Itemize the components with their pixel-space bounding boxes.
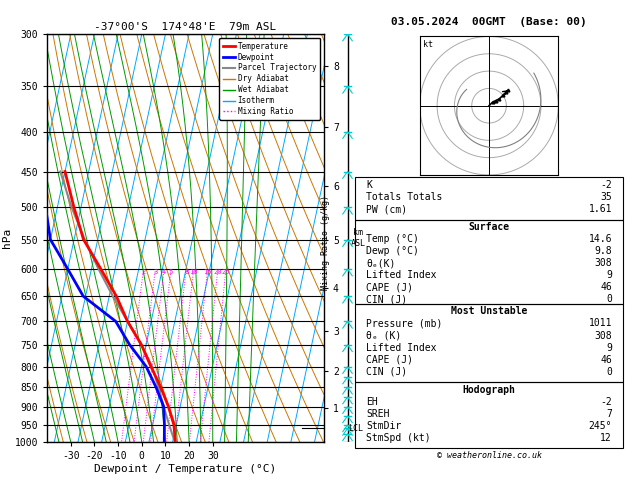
Text: CIN (J): CIN (J): [366, 295, 407, 304]
Text: 8: 8: [184, 269, 188, 275]
Text: EH: EH: [366, 397, 378, 407]
Text: Mixing Ratio (g/kg): Mixing Ratio (g/kg): [321, 195, 330, 291]
Text: 0: 0: [606, 366, 612, 377]
Text: 308: 308: [594, 330, 612, 341]
Text: 3: 3: [153, 269, 157, 275]
Text: SREH: SREH: [366, 409, 389, 419]
Bar: [355, 220, 623, 304]
Text: Most Unstable: Most Unstable: [451, 307, 527, 316]
Text: 7: 7: [606, 409, 612, 419]
Text: Lifted Index: Lifted Index: [366, 270, 437, 280]
X-axis label: Dewpoint / Temperature (°C): Dewpoint / Temperature (°C): [94, 464, 277, 474]
Y-axis label: km
ASL: km ASL: [351, 228, 366, 248]
Text: 20: 20: [214, 269, 222, 275]
Text: 12: 12: [600, 433, 612, 443]
Text: StmSpd (kt): StmSpd (kt): [366, 433, 431, 443]
Text: 245°: 245°: [589, 421, 612, 431]
Text: CAPE (J): CAPE (J): [366, 355, 413, 364]
Text: θₑ (K): θₑ (K): [366, 330, 401, 341]
Text: 14.6: 14.6: [589, 234, 612, 244]
Text: K: K: [366, 180, 372, 190]
Text: 1.61: 1.61: [589, 204, 612, 214]
Text: 2: 2: [142, 269, 146, 275]
Text: StmDir: StmDir: [366, 421, 401, 431]
Text: Hodograph: Hodograph: [462, 385, 516, 395]
Text: 03.05.2024  00GMT  (Base: 00): 03.05.2024 00GMT (Base: 00): [391, 17, 587, 27]
Text: Dewp (°C): Dewp (°C): [366, 246, 419, 256]
Text: © weatheronline.co.uk: © weatheronline.co.uk: [437, 451, 542, 460]
Text: 9: 9: [606, 270, 612, 280]
Text: Totals Totals: Totals Totals: [366, 192, 442, 202]
Text: Surface: Surface: [469, 222, 509, 232]
Legend: Temperature, Dewpoint, Parcel Trajectory, Dry Adiabat, Wet Adiabat, Isotherm, Mi: Temperature, Dewpoint, Parcel Trajectory…: [220, 38, 320, 120]
Text: LCL: LCL: [348, 424, 363, 433]
Text: -2: -2: [600, 397, 612, 407]
Text: Temp (°C): Temp (°C): [366, 234, 419, 244]
Text: 15: 15: [203, 269, 212, 275]
Text: Pressure (mb): Pressure (mb): [366, 318, 442, 329]
Text: 9.8: 9.8: [594, 246, 612, 256]
Text: kt: kt: [423, 40, 433, 49]
Text: -2: -2: [600, 180, 612, 190]
Text: CIN (J): CIN (J): [366, 366, 407, 377]
Bar: [355, 304, 623, 382]
Bar: [355, 177, 623, 220]
Text: 1011: 1011: [589, 318, 612, 329]
Text: θₑ(K): θₑ(K): [366, 258, 396, 268]
Text: 308: 308: [594, 258, 612, 268]
Text: 9: 9: [606, 343, 612, 352]
Text: 5: 5: [169, 269, 173, 275]
Title: -37°00'S  174°48'E  79m ASL: -37°00'S 174°48'E 79m ASL: [94, 22, 277, 32]
Text: CAPE (J): CAPE (J): [366, 282, 413, 293]
Y-axis label: hPa: hPa: [2, 228, 12, 248]
Text: 25: 25: [221, 269, 230, 275]
Text: 46: 46: [600, 355, 612, 364]
Text: 35: 35: [600, 192, 612, 202]
Text: 0: 0: [606, 295, 612, 304]
Text: PW (cm): PW (cm): [366, 204, 407, 214]
Text: 46: 46: [600, 282, 612, 293]
Bar: [355, 382, 623, 448]
Text: 4: 4: [162, 269, 166, 275]
Text: 10: 10: [189, 269, 198, 275]
Text: Lifted Index: Lifted Index: [366, 343, 437, 352]
